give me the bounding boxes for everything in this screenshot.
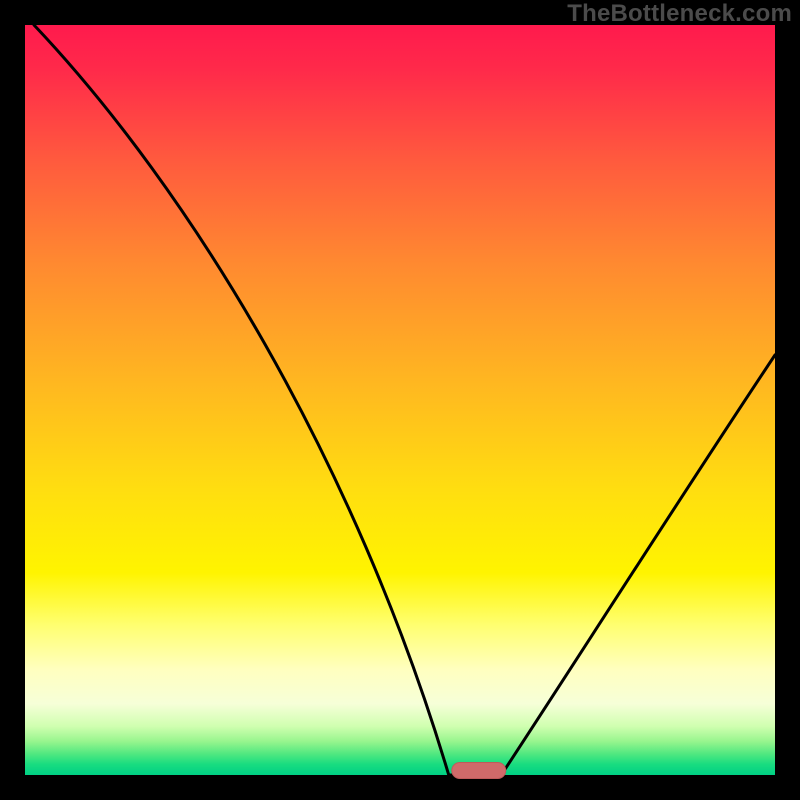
bottleneck-chart <box>0 0 800 800</box>
optimal-marker <box>452 763 506 779</box>
gradient-background <box>25 25 775 775</box>
watermark-text: TheBottleneck.com <box>567 0 792 28</box>
